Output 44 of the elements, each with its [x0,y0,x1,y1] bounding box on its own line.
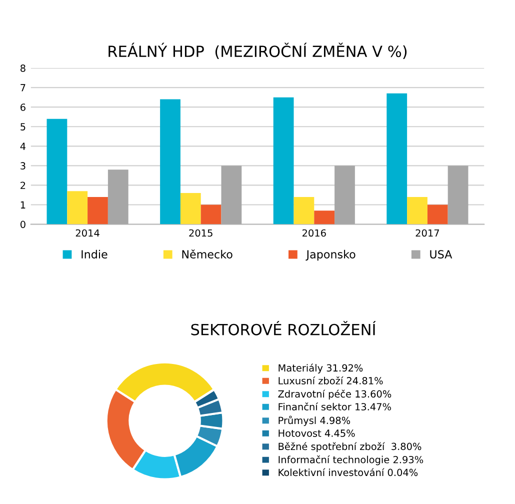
bar [448,166,468,224]
y-tick-label: 0 [20,220,26,228]
bar [180,193,201,224]
legend-label: Japonsko [306,250,356,261]
y-tick-label: 8 [20,64,26,72]
bar [314,210,335,224]
legend-label: Kolektivní investování 0.04% [278,468,418,476]
y-tick-label: 2 [20,182,26,189]
legend-label: Zdravotní péče 13.60% [278,390,392,400]
legend-label: Materiály 31.92% [278,364,363,374]
legend-label: Informační technologie 2.93% [278,455,424,466]
x-tick-label: 2016 [302,229,326,237]
bar [273,97,294,224]
chart-title: SEKTOROVÉ ROZLOŽENÍ [191,321,376,336]
bar [88,196,108,224]
legend-label: Luxusní zboží 24.81% [278,376,383,384]
bar [46,118,68,224]
x-tick-label: 2015 [189,229,212,237]
y-tick-label: 1 [20,201,26,208]
legend-label: Průmysl 4.98% [278,416,350,426]
y-tick-label: 5 [20,123,26,130]
x-tick-label: 2014 [76,229,100,237]
legend-label: Německo [182,249,232,259]
bar [200,204,222,224]
legend-label: USA [430,250,452,259]
legend-label: Indie [82,250,108,259]
bar [334,166,355,224]
bar [108,170,128,224]
chart-title: REÁLNÝ HDP (MEZIROČNÍ ZMĚNA V %) [108,42,407,59]
bar [386,93,408,224]
bar [67,191,88,224]
y-tick-label: 3 [20,162,26,170]
y-tick-label: 7 [20,84,26,92]
bar [294,196,314,224]
legend-label: Hotovost 4.45% [278,430,355,437]
bar [160,99,180,224]
x-tick-label: 2017 [416,229,439,237]
bar [427,204,448,224]
bar [407,196,428,224]
bar [221,166,242,224]
y-tick-label: 4 [20,142,26,150]
legend-label: Finanční sektor 13.47% [278,402,391,410]
legend-label: Běžné spotřební zboží 3.80% [278,442,422,452]
y-tick-label: 6 [20,104,26,111]
